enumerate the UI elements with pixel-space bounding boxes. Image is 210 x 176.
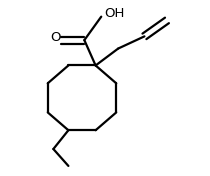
- Text: O: O: [50, 31, 60, 44]
- Text: OH: OH: [104, 7, 125, 20]
